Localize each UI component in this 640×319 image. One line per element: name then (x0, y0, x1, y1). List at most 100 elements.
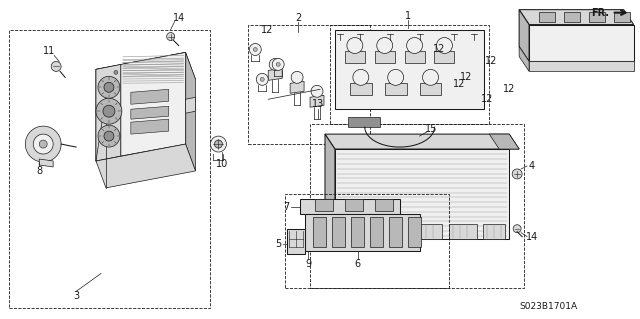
Polygon shape (96, 64, 121, 161)
Polygon shape (310, 95, 324, 107)
Polygon shape (483, 224, 505, 239)
Polygon shape (96, 52, 186, 161)
Polygon shape (335, 149, 509, 239)
Polygon shape (332, 217, 345, 247)
Polygon shape (375, 199, 393, 211)
Circle shape (114, 70, 118, 74)
Text: 12: 12 (261, 25, 273, 34)
Circle shape (98, 125, 120, 147)
Polygon shape (519, 47, 529, 71)
Polygon shape (449, 224, 477, 239)
Circle shape (33, 134, 53, 154)
Circle shape (260, 78, 264, 81)
Text: 10: 10 (216, 159, 228, 169)
Polygon shape (287, 229, 305, 254)
Polygon shape (351, 217, 364, 247)
Circle shape (253, 48, 257, 51)
Circle shape (250, 43, 261, 56)
Text: FR.: FR. (591, 8, 609, 18)
Polygon shape (370, 217, 383, 247)
Polygon shape (186, 52, 196, 171)
Polygon shape (564, 12, 580, 22)
Text: 12: 12 (460, 72, 472, 82)
Polygon shape (315, 199, 333, 211)
Text: 12: 12 (453, 79, 465, 89)
Polygon shape (385, 83, 406, 95)
Polygon shape (305, 214, 420, 251)
Polygon shape (39, 159, 53, 167)
Polygon shape (489, 134, 519, 149)
Text: 12: 12 (485, 56, 497, 66)
Polygon shape (131, 89, 169, 104)
Circle shape (104, 131, 114, 141)
Circle shape (347, 38, 363, 54)
Circle shape (272, 58, 284, 70)
Circle shape (211, 136, 227, 152)
Polygon shape (96, 144, 196, 188)
Polygon shape (268, 68, 282, 80)
Text: 7: 7 (283, 202, 289, 212)
Text: 13: 13 (312, 99, 324, 109)
Polygon shape (348, 117, 380, 127)
Polygon shape (529, 25, 634, 62)
Polygon shape (345, 51, 365, 63)
Polygon shape (420, 83, 442, 95)
Polygon shape (350, 83, 372, 95)
Polygon shape (435, 51, 454, 63)
Text: 5: 5 (275, 239, 282, 249)
Bar (285, 194, 449, 288)
Polygon shape (335, 30, 484, 109)
Text: 1: 1 (404, 11, 411, 21)
Polygon shape (186, 97, 196, 113)
Circle shape (51, 62, 61, 71)
Circle shape (103, 105, 115, 117)
Polygon shape (121, 52, 186, 156)
Polygon shape (408, 217, 420, 247)
Circle shape (512, 169, 522, 179)
Polygon shape (539, 12, 555, 22)
Polygon shape (614, 12, 630, 22)
Polygon shape (96, 52, 196, 96)
Text: 12: 12 (503, 84, 515, 94)
Text: 4: 4 (529, 161, 535, 171)
Polygon shape (519, 10, 634, 25)
Polygon shape (131, 106, 169, 119)
Text: 2: 2 (295, 13, 301, 23)
Bar (330, 25, 489, 124)
Circle shape (388, 70, 404, 85)
Text: 14: 14 (526, 232, 538, 242)
Text: 12: 12 (481, 94, 493, 104)
Circle shape (311, 85, 323, 97)
Polygon shape (345, 224, 372, 239)
Polygon shape (290, 81, 304, 93)
Polygon shape (300, 199, 399, 214)
Polygon shape (325, 134, 519, 149)
Circle shape (96, 98, 122, 124)
Circle shape (39, 140, 47, 148)
Polygon shape (375, 51, 395, 63)
Polygon shape (415, 224, 442, 239)
Text: 8: 8 (36, 166, 42, 176)
Circle shape (166, 33, 175, 41)
Polygon shape (345, 199, 363, 211)
Bar (248, 25, 370, 144)
Circle shape (104, 82, 114, 92)
Text: 12: 12 (433, 44, 445, 55)
Polygon shape (529, 62, 634, 71)
Circle shape (513, 225, 521, 233)
Circle shape (26, 126, 61, 162)
Circle shape (256, 73, 268, 85)
Circle shape (436, 38, 452, 54)
Text: S023B1701A: S023B1701A (519, 302, 577, 311)
Polygon shape (131, 119, 169, 134)
Text: 6: 6 (355, 258, 361, 269)
Bar (10, 30, 211, 308)
Text: 14: 14 (173, 13, 185, 23)
Circle shape (422, 70, 438, 85)
Text: 15: 15 (426, 124, 438, 134)
Circle shape (214, 140, 223, 148)
Polygon shape (313, 217, 326, 247)
Polygon shape (589, 12, 605, 22)
Circle shape (353, 70, 369, 85)
Text: 3: 3 (73, 291, 79, 301)
